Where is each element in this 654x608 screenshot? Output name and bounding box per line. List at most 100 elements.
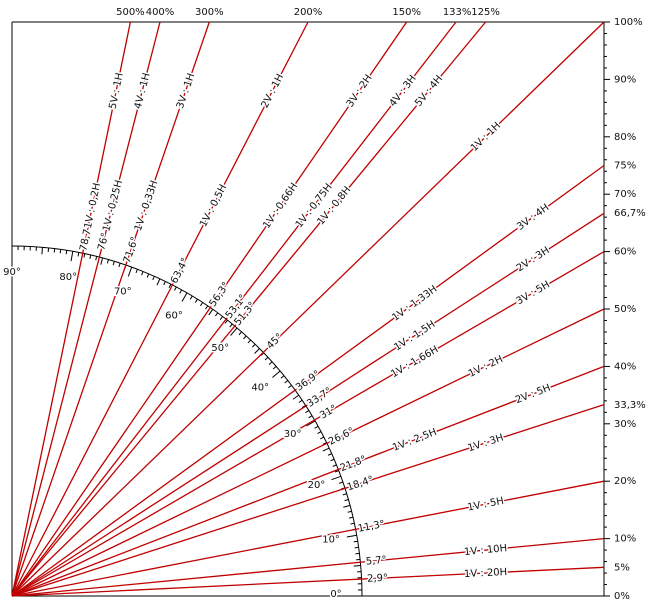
right-percent-label: 66,7% <box>614 208 646 219</box>
right-percent-label: 5% <box>614 562 630 573</box>
right-percent-label: 33,3% <box>614 400 646 411</box>
arc-tick <box>349 516 354 519</box>
arc-tick <box>243 335 247 340</box>
arc-tick <box>322 447 330 452</box>
ray-angle-label: 36,9° <box>294 369 323 394</box>
ray-ratio-label: 1V : 1,33H <box>390 284 439 324</box>
ray-ratio-label: 5V : 4H <box>413 74 445 109</box>
ray-ratio-label: 1V : 2,5H <box>391 427 438 454</box>
ray <box>11 21 408 597</box>
right-percent-label: 60% <box>614 247 636 258</box>
arc-tick <box>314 425 319 429</box>
ray-ratio-label: 1V : 10H <box>464 543 508 558</box>
top-percent-label: 500% <box>116 7 145 18</box>
arc-tick <box>331 475 342 481</box>
right-percent-label: 70% <box>614 189 636 200</box>
ray <box>11 21 487 597</box>
ray <box>11 365 605 597</box>
arc-tick <box>272 366 277 370</box>
arc-tick <box>189 295 193 300</box>
arc-tick <box>168 283 172 288</box>
protractor-arc <box>11 245 363 597</box>
arc-tick <box>141 271 144 276</box>
right-percent-label: 20% <box>614 476 636 487</box>
ray <box>11 566 605 597</box>
ray <box>11 251 605 597</box>
arc-tick <box>112 261 115 266</box>
degree-label: 90° <box>3 267 21 278</box>
arc-tick <box>332 464 337 467</box>
arc-tick <box>298 399 303 403</box>
ray-ratio-label: 1V : 3H <box>467 433 505 455</box>
ray-angle-label: 56,3° <box>208 280 233 309</box>
arc-tick <box>156 278 161 286</box>
degree-label: 80° <box>59 272 77 283</box>
arc-tick <box>200 302 204 307</box>
right-percent-label: 40% <box>614 361 636 372</box>
right-percent-label: 90% <box>614 74 636 85</box>
ray-ratio-label: 3V : 1H <box>175 72 197 110</box>
ray-angle-label: 2,9° <box>367 573 388 585</box>
ray <box>11 480 605 597</box>
ray-angle-label: 18,4° <box>346 474 375 493</box>
arc-tick <box>346 534 357 538</box>
ray-angle-label: 26,6° <box>327 426 356 448</box>
ray-angle-label: 31° <box>318 403 339 421</box>
top-percent-label: 150% <box>392 7 421 18</box>
top-percent-label: 125% <box>471 7 500 18</box>
ray-ratio-label: 2V : 1H <box>260 72 287 110</box>
arc-tick <box>320 436 325 440</box>
ray-angle-label: 78,7° <box>78 223 94 252</box>
degree-label: 70° <box>114 287 132 298</box>
arc-tick <box>135 269 138 274</box>
arc-tick <box>59 249 62 254</box>
arc-tick <box>301 404 306 408</box>
arc-tick <box>106 259 109 264</box>
arc-tick <box>317 431 322 435</box>
ray <box>11 21 309 597</box>
arc-tick <box>284 380 289 384</box>
arc-tick <box>230 327 238 336</box>
arc-tick <box>214 312 219 317</box>
ray <box>11 21 161 597</box>
arc-tick <box>272 370 281 378</box>
arc-tick <box>229 323 233 328</box>
arc-tick <box>205 305 209 310</box>
arc-tick <box>251 343 256 348</box>
ray-ratio-label: 1V : 2H <box>467 354 505 380</box>
right-percent-label: 30% <box>614 419 636 430</box>
ray-angle-label: 63,4° <box>169 256 191 285</box>
ray-ratio-label: 3V : 2H <box>345 73 375 110</box>
ray-ratio-label: 1V : 0,25H <box>101 179 125 233</box>
ray-ratio-label: 1V : 0,33H <box>133 179 161 232</box>
arc-tick <box>350 522 355 525</box>
ray <box>11 21 605 597</box>
arc-tick <box>342 493 347 496</box>
arc-tick <box>308 415 313 419</box>
arc-tick <box>306 420 316 427</box>
arc-tick <box>77 252 80 257</box>
degree-label: 40° <box>251 383 269 394</box>
arc-tick <box>347 510 352 513</box>
ray <box>11 308 605 597</box>
degree-label: 0° <box>330 589 341 600</box>
arc-tick <box>163 281 166 286</box>
arc-tick <box>238 331 242 336</box>
arc-tick <box>254 348 260 354</box>
right-percent-label: 75% <box>614 161 636 172</box>
ray <box>11 537 605 597</box>
top-percent-label: 133% <box>443 7 472 18</box>
arc-tick <box>334 470 339 473</box>
arc-tick <box>224 319 228 324</box>
right-percent-label: 50% <box>614 304 636 315</box>
arc-tick <box>83 253 86 258</box>
ray-ratio-label: 2V : 5H <box>514 383 552 407</box>
top-percent-label: 400% <box>146 7 175 18</box>
arc-tick <box>353 540 358 543</box>
arc-tick <box>264 356 269 361</box>
degree-label: 50° <box>211 343 229 354</box>
ray-angle-label: 11,3° <box>357 519 386 535</box>
arc-tick <box>194 298 198 303</box>
ray <box>11 21 457 597</box>
